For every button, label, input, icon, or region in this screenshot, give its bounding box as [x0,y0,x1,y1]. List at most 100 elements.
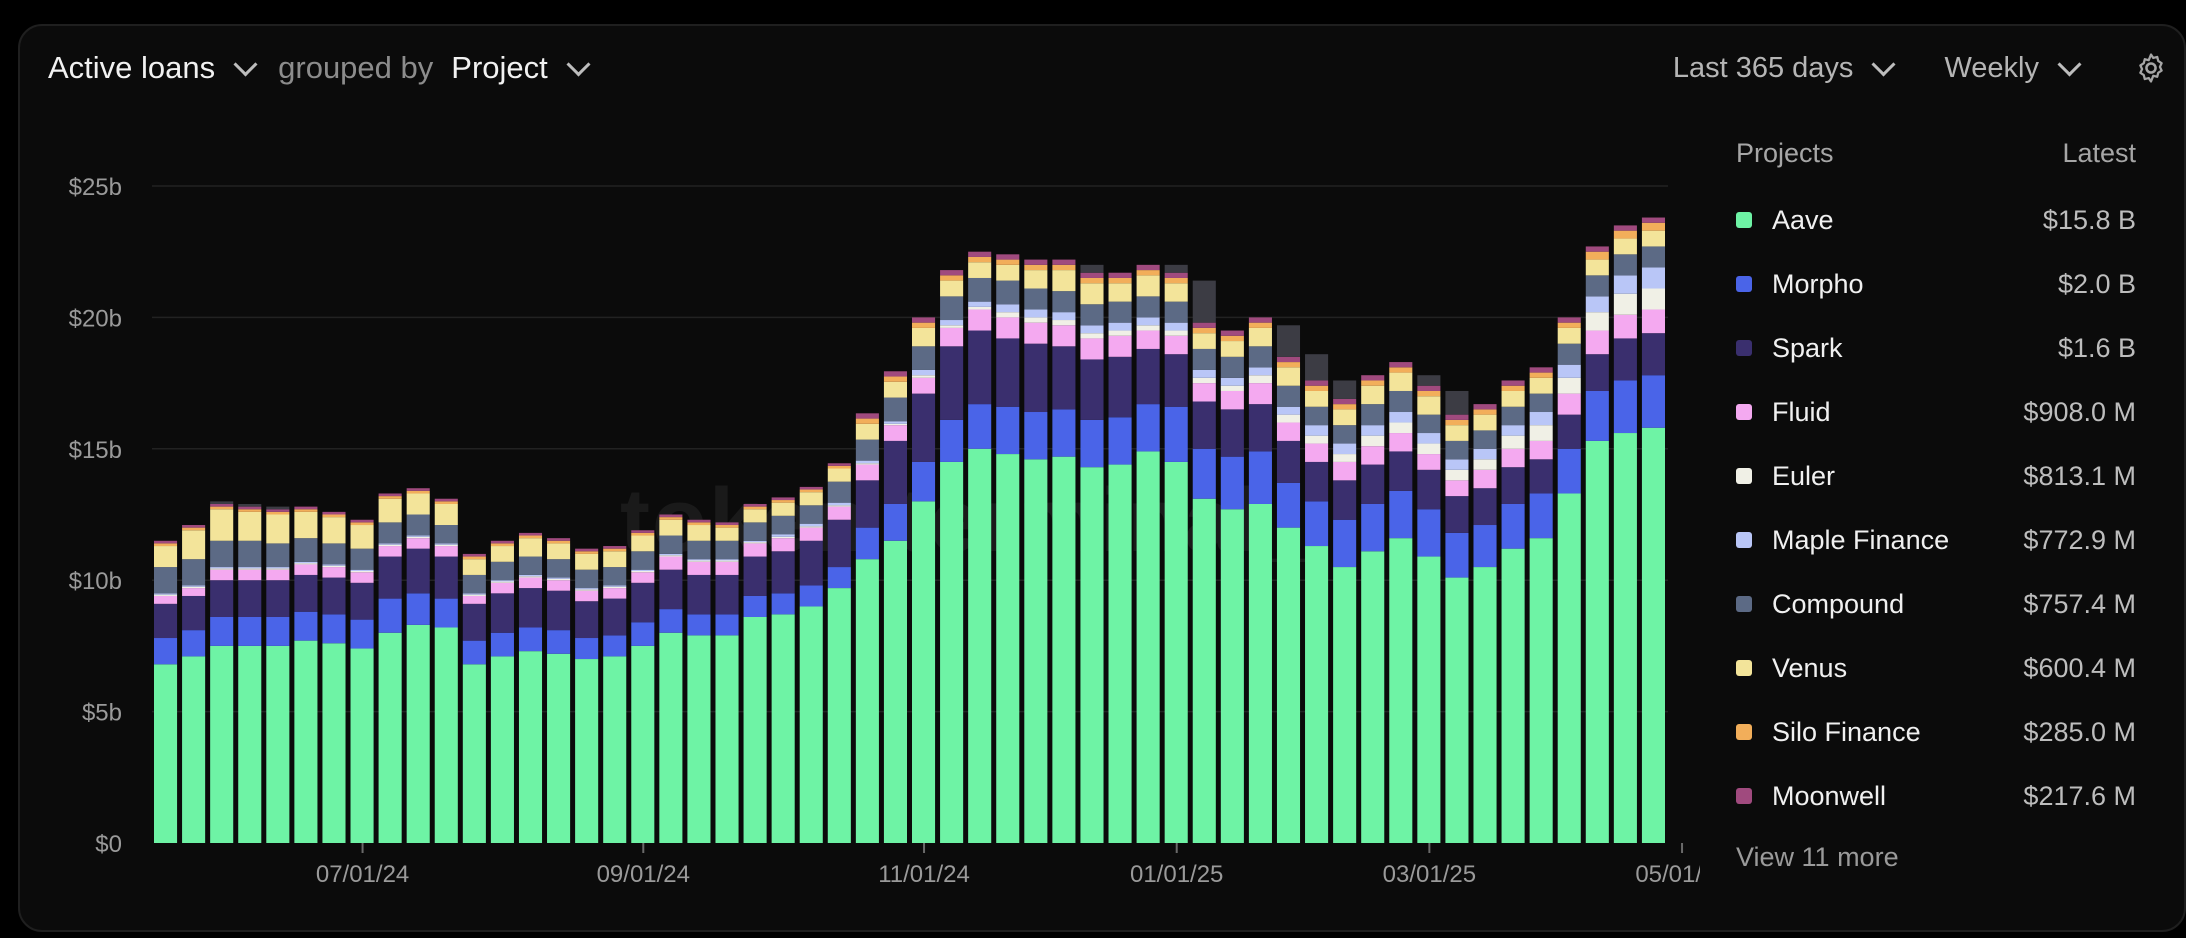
bar-segment [1108,335,1132,357]
view-more-link[interactable]: View 11 more [1736,842,1899,872]
interval-label: Weekly [1944,51,2039,84]
bar-segment [1080,325,1104,334]
y-tick-label: $15b [69,437,122,464]
bar-segment [1585,251,1609,260]
bar-segment [518,576,543,578]
bar-segment [743,595,767,617]
bar-segment [1445,414,1469,420]
bar-segment [1108,417,1132,465]
legend-swatch [1736,596,1752,612]
bar-segment [1164,354,1188,407]
legend-projects-heading: Projects [1736,138,1834,168]
bar-segment [631,532,655,536]
bar-segment [547,580,571,591]
bar-segment [1557,493,1581,843]
bar-segment [912,317,936,323]
bar-segment [434,543,458,545]
bar-segment [855,413,879,419]
legend-item-maple-finance[interactable]: Maple Finance $772.9 M [1736,508,2136,572]
bar-segment [1585,296,1609,313]
bar-segment [1333,454,1357,462]
bar-segment [154,594,178,596]
bar-segment [547,559,571,578]
bar-segment [434,627,458,843]
bar-segment [1136,275,1160,297]
bar-segment [1192,348,1216,370]
bar-segment [1024,317,1048,323]
legend-item-euler[interactable]: Euler $813.1 M [1736,444,2136,508]
bar-segment [1164,322,1188,331]
legend-item-morpho[interactable]: Morpho $2.0 B [1736,252,2136,316]
bar-segment [1164,330,1188,336]
bar-segment [1361,435,1385,447]
bar-segment [1276,406,1301,415]
bar-segment [1024,288,1048,310]
legend-item-aave[interactable]: Aave $15.8 B [1736,188,2136,252]
bar-segment [1613,380,1637,434]
bar-segment [575,569,599,589]
bar-segment [687,560,711,562]
bar-segment [1305,406,1329,426]
legend-item-fluid[interactable]: Fluid $908.0 M [1736,380,2136,444]
bar-segment [799,486,823,490]
legend-item-name: Euler [1772,460,1836,491]
legend-item-silo-finance[interactable]: Silo Finance $285.0 M [1736,700,2136,764]
bar-segment [659,514,683,518]
bar-segment [378,522,402,544]
bar-segment [490,540,514,544]
bar-segment [996,259,1020,265]
bar-segment [659,632,683,843]
bar-segment [912,346,936,370]
bar-segment [547,578,571,581]
bar-segment [322,517,346,544]
bar-segment-other [1305,354,1329,381]
bar-segment [1641,333,1665,376]
bar-segment [154,603,178,639]
bar-segment [715,540,739,560]
bar-segment [266,511,290,515]
bar-segment [1192,401,1216,449]
bar-segment [518,651,543,843]
bar-segment [883,423,907,426]
bar-segment [294,538,318,562]
date-range-select[interactable]: Last 365 days [1673,52,1896,85]
bar-segment [1052,346,1076,410]
bar-segment [883,381,907,398]
interval-select[interactable]: Weekly [1944,51,2082,85]
bar-segment [771,502,795,516]
bar-segment [350,548,374,570]
bar-segment [1417,469,1441,510]
bar-segment [883,503,907,541]
bar-segment [1248,503,1272,843]
legend-item-moonwell[interactable]: Moonwell $217.6 M [1736,764,2136,828]
legend-swatch [1736,276,1752,292]
group-select[interactable]: Project [451,50,591,86]
bar-segment [518,627,543,652]
metric-select[interactable]: Active loans [48,50,258,86]
bar-segment [940,270,964,276]
bar-segment [266,645,290,843]
gear-icon[interactable] [2134,51,2168,85]
bar-segment [968,262,992,278]
legend-item-spark[interactable]: Spark $1.6 B [1736,316,2136,380]
legend-item-compound[interactable]: Compound $757.4 M [1736,572,2136,636]
bar-segment [1305,380,1329,386]
legend-item-value: $757.4 M [2023,588,2136,619]
bar-segment [238,540,262,568]
bar-segment [715,560,739,562]
bar-segment [1557,322,1581,328]
bar-segment [1136,270,1160,276]
bar-segment [1417,385,1441,391]
bar-segment [322,543,346,565]
legend-item-venus[interactable]: Venus $600.4 M [1736,636,2136,700]
bar-segment [1417,556,1441,843]
bar-segment [210,569,234,581]
bar-segment [182,525,206,528]
x-tick-label: 05/01/25 [1635,861,1700,888]
bar-segment [1136,325,1160,331]
bar-segment [1276,414,1301,423]
y-tick-label: $5b [82,700,122,727]
bar-segment [1333,409,1357,426]
bar-segment [631,530,655,533]
bar-segment [715,635,739,843]
